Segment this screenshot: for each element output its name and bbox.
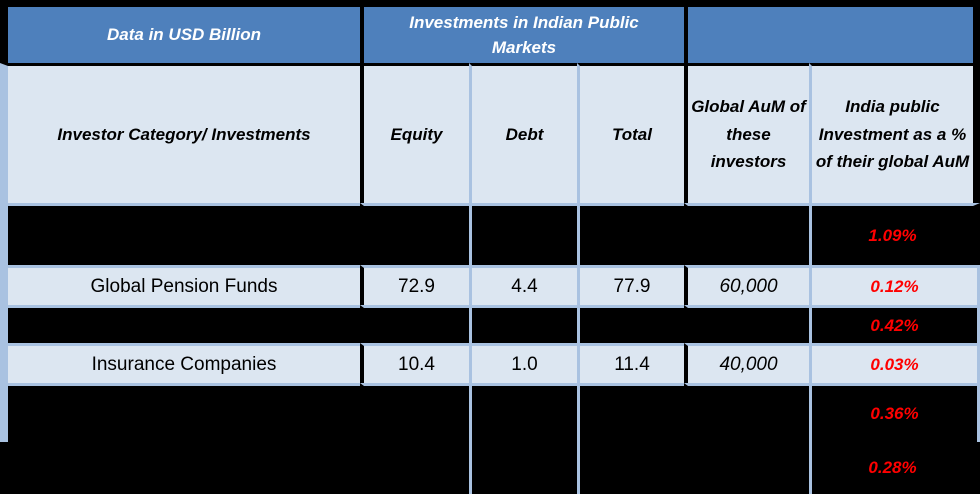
row3-total-value: 11.4 [614,353,650,375]
row3-global-aum-value: 40,000 [719,353,778,375]
row4-total-cell-redacted [577,383,684,442]
header-cell-total: Total [577,63,684,203]
row3-pct-cell: 0.03% [809,343,980,383]
row1-debt-cell: 4.4 [469,265,577,305]
row1-category-cell: Global Pension Funds [0,265,360,305]
row3-debt-value: 1.0 [511,353,538,375]
row0-equity-cell-redacted [360,203,469,265]
row3-equity-cell: 10.4 [360,343,469,383]
row1-total-cell: 77.9 [577,265,684,305]
title-cell-indian-public-markets: Investments in Indian Public Markets [360,7,684,63]
row5-debt-cell-redacted [469,442,577,494]
header-india-pct-label: India public Investment as a % of their … [815,97,970,172]
row0-debt-cell-redacted [469,203,577,265]
row1-total-value: 77.9 [613,275,651,297]
row4-equity-cell-redacted [360,383,469,442]
row3-total-cell: 11.4 [577,343,684,383]
row4-pct-cell: 0.36% [809,383,980,442]
row0-total-cell-redacted [577,203,684,265]
row0-global-aum-cell-redacted [684,203,809,265]
row5-category-cell-redacted [0,442,360,494]
title-cell-blank [684,7,980,63]
row1-category-label: Global Pension Funds [90,275,278,297]
row2-global-aum-cell-redacted [684,305,809,343]
row2-pct-value: 0.42% [870,315,919,335]
row2-total-cell-redacted [577,305,684,343]
row2-category-cell-redacted [0,305,360,343]
row3-equity-value: 10.4 [398,353,435,375]
row1-global-aum-cell: 60,000 [684,265,809,305]
row2-pct-cell: 0.42% [809,305,980,343]
row1-equity-value: 72.9 [398,275,435,297]
row3-debt-cell: 1.0 [469,343,577,383]
header-equity-label: Equity [390,124,443,144]
header-cell-equity: Equity [360,63,469,203]
header-debt-label: Debt [505,124,544,144]
title-cell-data-in-usd: Data in USD Billion [0,7,360,63]
row0-pct-value: 1.09% [868,225,917,245]
row0-category-cell-redacted [0,203,360,265]
row5-pct-value: 0.28% [868,458,917,477]
header-cell-india-pct: India public Investment as a % of their … [809,63,980,203]
row1-pct-value: 0.12% [870,276,919,296]
row2-debt-cell-redacted [469,305,577,343]
header-global-aum-label: Global AuM of these investors [691,97,806,172]
row5-pct-cell: 0.28% [809,442,980,494]
header-total-label: Total [612,124,652,144]
header-cell-debt: Debt [469,63,577,203]
title-indian-public-markets-label: Investments in Indian Public Markets [409,12,639,58]
row3-category-cell: Insurance Companies [0,343,360,383]
row2-equity-cell-redacted [360,305,469,343]
header-cell-investor-category: Investor Category/ Investments [0,63,360,203]
title-data-in-usd-label: Data in USD Billion [107,25,261,45]
row1-debt-value: 4.4 [511,275,538,297]
row5-equity-cell-redacted [360,442,469,494]
row4-debt-cell-redacted [469,383,577,442]
row4-category-cell-redacted [0,383,360,442]
header-investor-category-label: Investor Category/ Investments [57,124,311,144]
row4-global-aum-cell-redacted [684,383,809,442]
row4-pct-value: 0.36% [870,404,919,423]
row3-category-label: Insurance Companies [91,353,277,375]
row1-equity-cell: 72.9 [360,265,469,305]
row1-global-aum-value: 60,000 [719,275,778,297]
header-cell-global-aum: Global AuM of these investors [684,63,809,203]
row5-global-aum-cell-redacted [684,442,809,494]
row1-pct-cell: 0.12% [809,265,980,305]
row5-total-cell-redacted [577,442,684,494]
row0-pct-cell: 1.09% [809,203,980,265]
row3-pct-value: 0.03% [870,354,919,374]
row3-global-aum-cell: 40,000 [684,343,809,383]
